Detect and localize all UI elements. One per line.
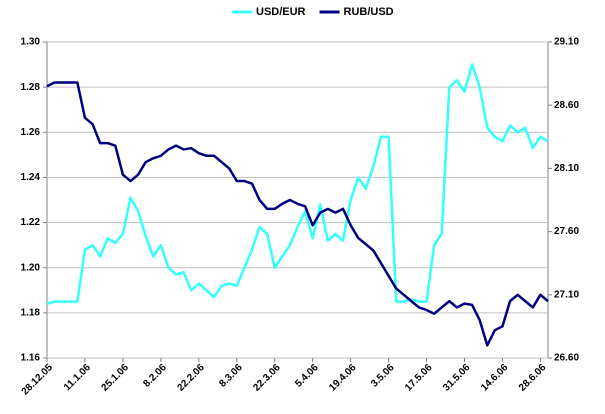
y-tick-label: 1.22 xyxy=(21,217,41,228)
x-tick-label: 19.4.06 xyxy=(327,362,359,394)
legend-label: RUB/USD xyxy=(344,6,394,18)
y-tick-label: 1.30 xyxy=(21,37,41,48)
x-tick-label: 8.2.06 xyxy=(141,362,169,390)
y-tick-label: 1.26 xyxy=(21,127,41,138)
x-tick-label: 8.3.06 xyxy=(217,362,245,390)
y2-tick-label: 26.60 xyxy=(554,353,579,364)
x-tick-label: 17.5.06 xyxy=(403,362,435,394)
y-tick-label: 1.24 xyxy=(21,172,41,183)
y-tick-label: 1.28 xyxy=(21,82,41,93)
x-tick-label: 5.4.06 xyxy=(293,362,321,390)
x-tick-label: 22.3.06 xyxy=(251,362,283,394)
line-series xyxy=(46,81,549,347)
x-tick-label: 31.5.06 xyxy=(441,362,473,394)
y2-tick-label: 29.10 xyxy=(554,37,579,48)
x-tick-label: 25.1.06 xyxy=(100,362,132,394)
y-tick-label: 1.16 xyxy=(21,353,41,364)
x-tick-label: 3.5.06 xyxy=(369,362,397,390)
y-tick-label: 1.20 xyxy=(21,262,41,273)
x-tick-label: 11.1.06 xyxy=(62,362,93,393)
y2-tick-label: 27.10 xyxy=(554,289,579,300)
y2-tick-label: 27.60 xyxy=(554,226,579,237)
y2-tick-label: 28.10 xyxy=(554,163,579,174)
y2-tick-label: 28.60 xyxy=(554,100,579,111)
x-tick-label: 14.6.06 xyxy=(479,362,511,394)
x-tick-label: 28.12.05 xyxy=(20,362,56,398)
y-tick-label: 1.18 xyxy=(21,307,41,318)
x-tick-label: 22.2.06 xyxy=(175,362,207,394)
x-tick-label: 28.6.06 xyxy=(517,362,549,394)
line-series xyxy=(46,63,549,306)
legend-label: USD/EUR xyxy=(256,6,306,18)
